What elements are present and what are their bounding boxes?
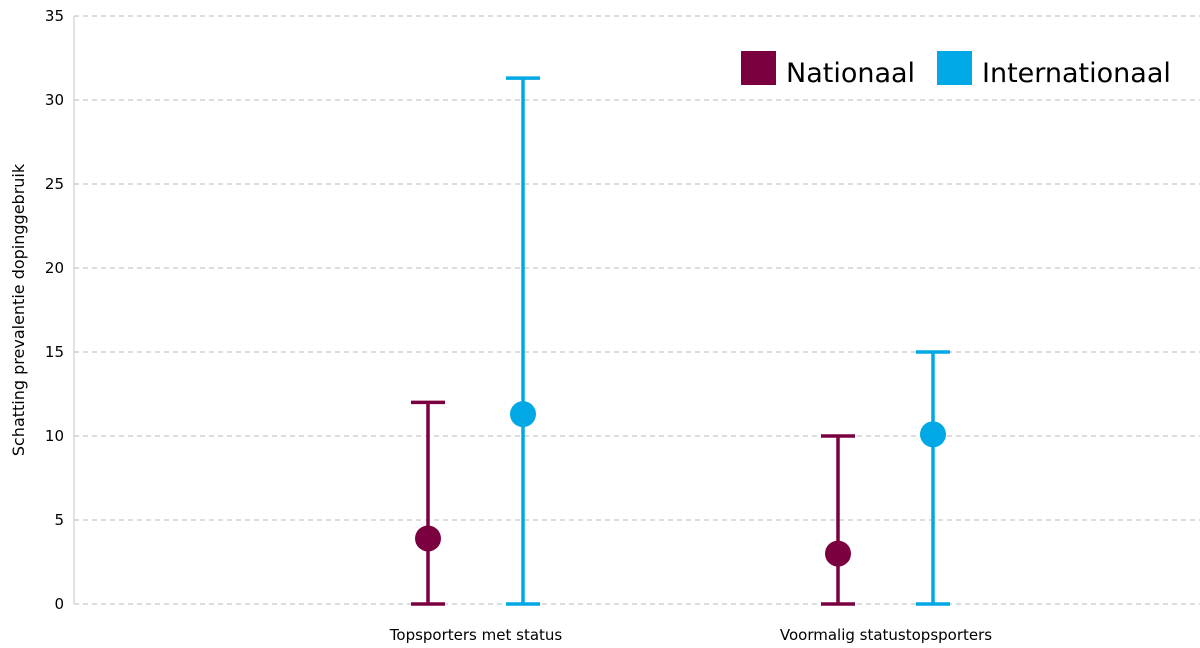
y-tick-label: 0 <box>54 595 64 613</box>
data-point <box>920 421 946 448</box>
y-tick-label: 20 <box>45 259 64 277</box>
legend-swatch <box>937 51 972 85</box>
y-tick-label: 30 <box>45 91 64 109</box>
x-category-label: Voormalig statustopsporters <box>780 626 992 644</box>
y-tick-label: 10 <box>45 427 64 445</box>
x-axis-categories: Topsporters met status Voormalig statusto… <box>389 626 993 644</box>
y-tick-label: 15 <box>45 343 64 361</box>
y-tick-label: 25 <box>45 175 64 193</box>
y-axis-title: Schatting prevalentie dopinggebruik <box>9 163 28 456</box>
series-internationaal <box>506 76 950 606</box>
data-point <box>415 525 441 552</box>
series-nationaal <box>411 400 855 606</box>
plot-area <box>411 76 950 606</box>
legend-swatch <box>741 51 776 85</box>
y-axis-ticks: 0 5 10 15 20 25 30 35 <box>45 7 64 613</box>
data-point <box>510 401 536 428</box>
x-category-label: Topsporters met status <box>389 626 563 644</box>
y-tick-label: 5 <box>54 511 64 529</box>
legend-label: Internationaal <box>982 58 1171 89</box>
legend: Nationaal Internationaal <box>741 51 1171 89</box>
y-tick-label: 35 <box>45 7 64 25</box>
legend-label: Nationaal <box>786 58 915 89</box>
data-point <box>825 540 851 567</box>
grid <box>74 15 1200 605</box>
